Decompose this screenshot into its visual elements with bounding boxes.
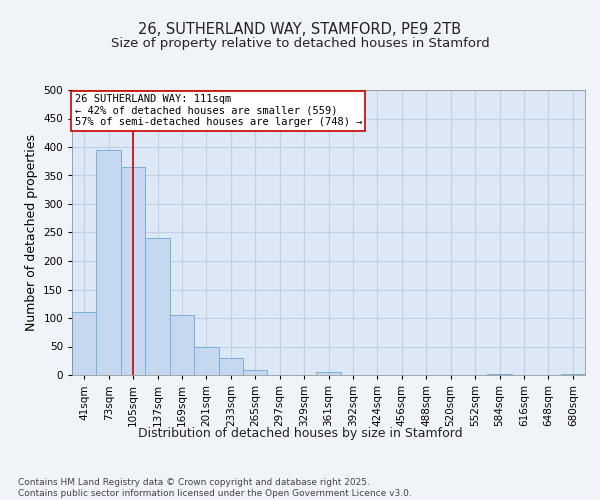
- Y-axis label: Number of detached properties: Number of detached properties: [25, 134, 38, 331]
- Bar: [243, 370, 268, 375]
- Text: 26 SUTHERLAND WAY: 111sqm
← 42% of detached houses are smaller (559)
57% of semi: 26 SUTHERLAND WAY: 111sqm ← 42% of detac…: [74, 94, 362, 128]
- Bar: [560, 374, 585, 375]
- Text: Contains HM Land Registry data © Crown copyright and database right 2025.
Contai: Contains HM Land Registry data © Crown c…: [18, 478, 412, 498]
- Bar: [145, 238, 170, 375]
- Bar: [487, 374, 512, 375]
- Text: Distribution of detached houses by size in Stamford: Distribution of detached houses by size …: [137, 428, 463, 440]
- Text: 26, SUTHERLAND WAY, STAMFORD, PE9 2TB: 26, SUTHERLAND WAY, STAMFORD, PE9 2TB: [139, 22, 461, 38]
- Bar: [97, 150, 121, 375]
- Bar: [194, 346, 218, 375]
- Bar: [121, 167, 145, 375]
- Bar: [218, 358, 243, 375]
- Bar: [316, 372, 341, 375]
- Bar: [170, 315, 194, 375]
- Text: Size of property relative to detached houses in Stamford: Size of property relative to detached ho…: [110, 38, 490, 51]
- Bar: [72, 312, 97, 375]
